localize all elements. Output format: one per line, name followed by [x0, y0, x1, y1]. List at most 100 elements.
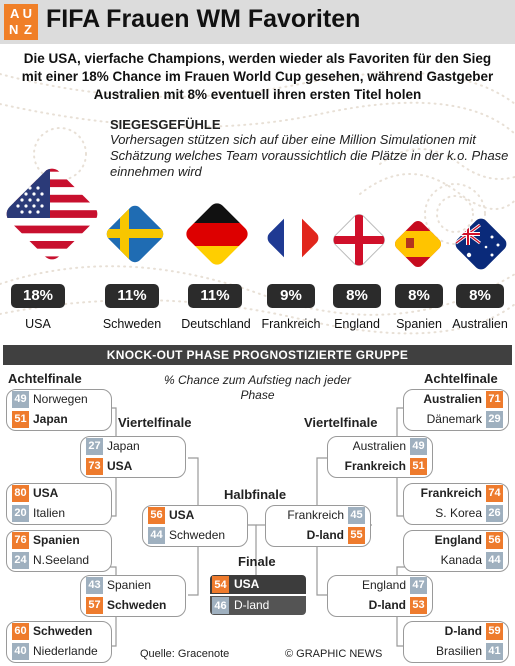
match-team: Frankreich	[344, 459, 406, 473]
match-final: 54 USA 46 D-land	[210, 575, 306, 615]
match-team: Schweden	[107, 598, 167, 612]
match-team: Brasilien	[435, 644, 482, 658]
stage-qf-right: Viertelfinale	[304, 415, 378, 430]
match-team: Norwegen	[33, 392, 88, 406]
siegesgefuehle-title: SIEGESGEFÜHLE	[110, 117, 221, 132]
subtitle-line-2: mit einer 18% Chance im Frauen World Cup…	[21, 69, 494, 84]
match-team: Italien	[33, 506, 66, 520]
match-qf-left-2: 43 Spanien 57 Schweden	[80, 575, 186, 617]
match-pct: 20	[12, 505, 29, 522]
subtitle-line-3: Australien mit 8% eventuell ihren ersten…	[93, 87, 422, 102]
header-bar	[0, 0, 515, 44]
name-schweden: Schweden	[102, 317, 162, 331]
match-pct: 74	[486, 485, 503, 502]
footer-credit: © GRAPHIC NEWS	[285, 648, 383, 660]
match-pct: 56	[148, 507, 165, 524]
match-pct: 43	[86, 577, 103, 594]
logo-line-2: N Z	[9, 22, 33, 37]
pct-schweden: 11%	[105, 284, 159, 308]
stage-r16-right: Achtelfinale	[424, 371, 498, 386]
name-deutschland: Deutschland	[181, 317, 251, 331]
match-pct: 55	[348, 527, 365, 544]
match-pct: 51	[410, 458, 427, 475]
knockout-banner: KNOCK-OUT PHASE PROGNOSTIZIERTE GRUPPE	[3, 345, 512, 365]
match-team: Schweden	[33, 624, 93, 638]
match-pct: 51	[12, 411, 29, 428]
logo-line-1: A U	[10, 6, 32, 21]
match-team: D-land	[368, 598, 406, 612]
dot-pattern-background	[0, 71, 515, 335]
match-r16-left-3: 76 Spanien 24 N.Seeland	[6, 530, 112, 572]
pct-frankreich: 9%	[267, 284, 315, 308]
footer-source: Quelle: Gracenote	[140, 648, 230, 660]
match-pct: 73	[86, 458, 103, 475]
match-pct: 40	[12, 643, 29, 660]
match-team: Australien	[423, 392, 482, 406]
match-pct: 49	[12, 391, 29, 408]
match-team: Japan	[33, 412, 68, 426]
match-team: Spanien	[33, 533, 80, 547]
pct-spanien: 8%	[395, 284, 443, 308]
spain-flag-icon	[392, 218, 444, 270]
match-team: Dänemark	[426, 412, 482, 426]
anz-logo: A U N Z	[4, 4, 38, 40]
name-spanien: Spanien	[396, 317, 442, 331]
page-title: FIFA Frauen WM Favoriten	[46, 5, 361, 33]
stage-r16-left: Achtelfinale	[8, 371, 82, 386]
match-pct: 80	[12, 485, 29, 502]
match-pct: 26	[486, 505, 503, 522]
match-team: Kanada	[440, 553, 482, 567]
name-australien: Australien	[452, 317, 508, 331]
match-qf-left-1: 27 Japan 73 USA	[80, 436, 186, 478]
name-england: England	[334, 317, 380, 331]
match-pct: 44	[148, 527, 165, 544]
match-team: USA	[107, 459, 133, 473]
subtitle: Die USA, vierfache Champions, werden wie…	[0, 50, 515, 104]
england-flag-icon	[331, 212, 387, 268]
chance-note: % Chance zum Aufstieg nach jeder Phase	[164, 373, 351, 402]
match-team: Spanien	[107, 578, 152, 592]
match-pct: 59	[486, 623, 503, 640]
match-team: USA	[169, 508, 195, 522]
match-team: Frankreich	[287, 508, 344, 522]
match-pct: 41	[486, 643, 503, 660]
match-r16-right-4: D-land 59 Brasilien 41	[403, 621, 509, 663]
match-qf-right-2: England 47 D-land 53	[327, 575, 433, 617]
match-team: D-land	[444, 624, 482, 638]
match-pct: 45	[348, 507, 365, 524]
match-team: D-land	[306, 528, 344, 542]
stage-sf: Halbfinale	[224, 487, 287, 502]
match-pct: 29	[486, 411, 503, 428]
stage-qf-left: Viertelfinale	[118, 415, 192, 430]
match-pct: 54	[212, 576, 229, 593]
match-pct: 71	[486, 391, 503, 408]
sweden-flag-icon	[104, 203, 166, 265]
match-pct: 60	[12, 623, 29, 640]
match-team: Japan	[107, 439, 140, 453]
name-frankreich: Frankreich	[261, 317, 321, 331]
pct-australien: 8%	[456, 284, 504, 308]
match-r16-right-3: England 56 Kanada 44	[403, 530, 509, 572]
pct-deutschland: 11%	[188, 284, 242, 308]
match-r16-right-1: Australien 71 Dänemark 29	[403, 389, 509, 431]
match-pct: 27	[86, 438, 103, 455]
match-pct: 46	[212, 597, 229, 614]
usa-flag-icon	[2, 164, 102, 264]
match-qf-right-1: Australien 49 Frankreich 51	[327, 436, 433, 478]
match-r16-left-1: 49 Norwegen 51 Japan	[6, 389, 112, 431]
match-team: USA	[33, 486, 59, 500]
france-flag-icon	[265, 210, 321, 266]
subtitle-line-1: Die USA, vierfache Champions, werden wie…	[23, 51, 492, 66]
match-sf-right: Frankreich 45 D-land 55	[265, 505, 371, 547]
siegesgefuehle-text: Vorhersagen stützen sich auf über eine M…	[110, 132, 509, 179]
pct-england: 8%	[333, 284, 381, 308]
match-team: USA	[234, 577, 260, 591]
match-r16-right-2: Frankreich 74 S. Korea 26	[403, 483, 509, 525]
match-team: Frankreich	[420, 486, 482, 500]
match-team: England	[434, 533, 482, 547]
stage-final: Finale	[238, 554, 276, 569]
match-pct: 49	[410, 438, 427, 455]
pct-usa: 18%	[11, 284, 65, 308]
match-team: D-land	[234, 598, 270, 612]
